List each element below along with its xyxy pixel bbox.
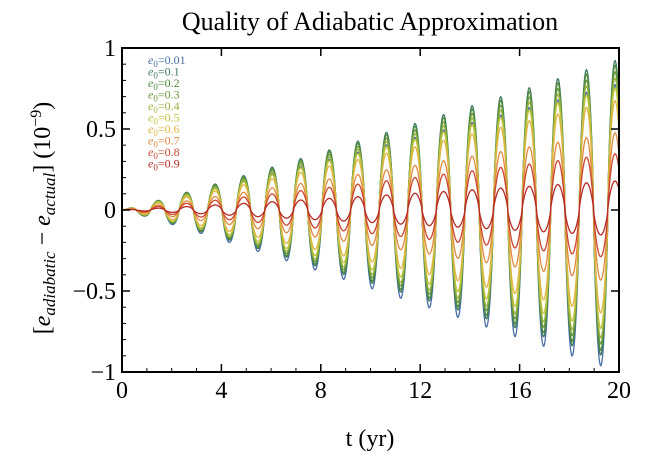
ylabel-prefix: [ xyxy=(30,326,56,334)
legend-entry: e0=0.5 xyxy=(148,111,180,127)
ylabel-sub1: adiabatic xyxy=(40,251,59,316)
x-tick-label: 8 xyxy=(315,378,327,404)
ylabel-sub2: actual xyxy=(40,172,59,215)
plot-frame xyxy=(121,47,620,373)
y-tick-label: −1 xyxy=(90,360,116,386)
y-tick-label: 0.5 xyxy=(86,117,116,143)
legend-entry: e0=0.4 xyxy=(148,99,180,115)
ylabel-sup: −9 xyxy=(28,110,45,127)
ylabel-var2: e xyxy=(30,215,56,226)
series-line xyxy=(121,64,620,352)
ylabel-op: − xyxy=(30,226,56,252)
x-tick-label: 12 xyxy=(408,378,432,404)
x-tick-label: 16 xyxy=(508,378,532,404)
ylabel-suffix: ] (10 xyxy=(30,127,56,173)
chart-title: Quality of Adiabatic Approximation xyxy=(182,7,558,36)
x-axis-label: t (yr) xyxy=(346,426,395,452)
series-line xyxy=(121,87,620,330)
ylabel-close: ) xyxy=(30,102,56,110)
y-tick-label: 0 xyxy=(104,198,116,224)
legend-entry: e0=0.6 xyxy=(148,122,180,138)
x-tick-label: 20 xyxy=(607,378,631,404)
x-tick-label: 4 xyxy=(215,378,227,404)
y-tick-label: −0.5 xyxy=(72,279,116,305)
svg-text:[eadiabatic − eactual] (10−9): [eadiabatic − eactual] (10−9) xyxy=(28,102,59,335)
legend-entry: e0=0.9 xyxy=(148,157,180,173)
y-tick-label: 1 xyxy=(104,36,116,62)
x-tick-label: 0 xyxy=(116,378,128,404)
series-line xyxy=(122,180,620,236)
series-layer xyxy=(121,59,620,367)
legend-entry: e0=0.1 xyxy=(148,65,180,81)
ticks-layer: 0 4 8 12 16 20 −1 −0.5 0 0.5 1 xyxy=(72,36,631,404)
y-axis-label: [eadiabatic − eactual] (10−9) xyxy=(28,102,59,335)
series-line xyxy=(121,70,620,346)
legend-entry: e0=0.7 xyxy=(148,134,180,150)
legend-entry: e0=0.01 xyxy=(148,53,186,69)
legend-entry: e0=0.2 xyxy=(148,76,180,92)
ylabel-var1: e xyxy=(30,315,56,326)
legend: e0=0.01e0=0.1e0=0.2e0=0.3e0=0.4e0=0.5e0=… xyxy=(148,53,186,173)
legend-entry: e0=0.8 xyxy=(148,145,180,161)
series-line xyxy=(121,153,620,258)
legend-entry: e0=0.3 xyxy=(148,88,180,104)
